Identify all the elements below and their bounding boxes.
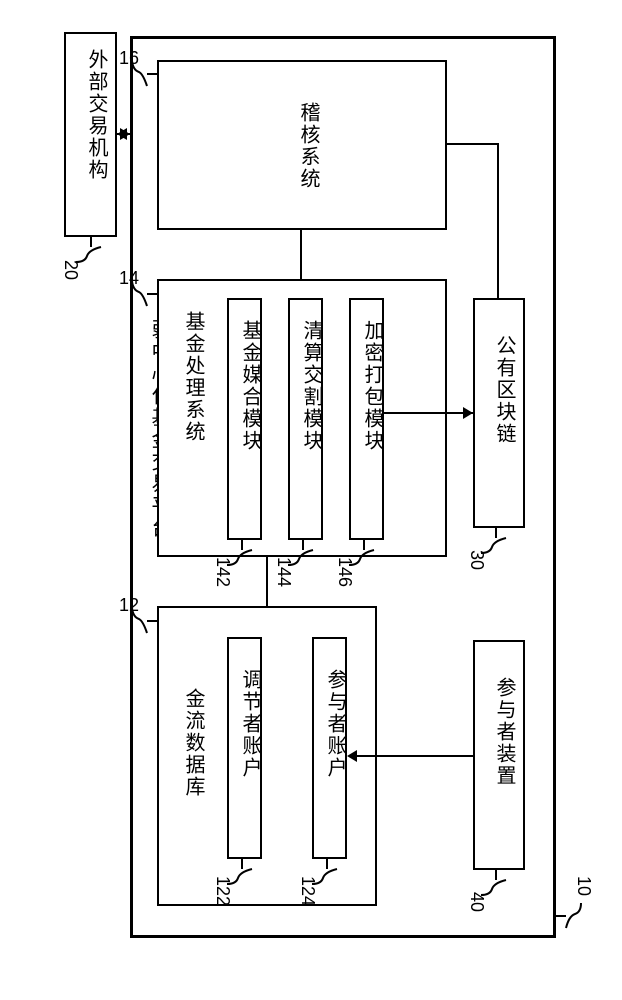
num-142: 142 <box>212 557 233 587</box>
external-org-box: 外部交易机构 <box>64 32 117 237</box>
num-16: 16 <box>119 48 139 69</box>
num-122: 122 <box>212 876 233 906</box>
encrypt-mod-label: 加密打包模块 <box>358 320 387 452</box>
encrypt-mod-box: 加密打包模块 <box>349 298 384 540</box>
external-org-label: 外部交易机构 <box>82 49 111 181</box>
match-mod-label: 基金媒合模块 <box>236 320 265 452</box>
regulator-acct-label: 调节者账户 <box>236 669 265 779</box>
participant-dev-label: 参与者装置 <box>490 677 519 787</box>
clearing-mod-box: 清算交割模块 <box>288 298 323 540</box>
participant-dev-box: 参与者装置 <box>473 640 525 870</box>
num-30: 30 <box>466 550 487 570</box>
edge-audit-chain-v <box>497 143 499 298</box>
num-20: 20 <box>60 260 81 280</box>
edge-dev-acct <box>357 755 473 757</box>
audit-sys-label: 稽核系统 <box>294 102 323 190</box>
edge-encrypt-chain2 <box>447 412 473 414</box>
edge-audit-chain-h <box>447 143 499 145</box>
num-12: 12 <box>119 595 139 616</box>
participant-acct-label: 参与者账户 <box>321 669 350 779</box>
regulator-acct-box: 调节者账户 <box>227 637 262 859</box>
num-144: 144 <box>273 557 294 587</box>
edge-db-proc <box>266 557 268 606</box>
num-10: 10 <box>573 876 594 896</box>
num-40: 40 <box>466 892 487 912</box>
blockchain-box: 公有区块链 <box>473 298 525 528</box>
blockchain-label: 公有区块链 <box>490 335 519 445</box>
match-mod-box: 基金媒合模块 <box>227 298 262 540</box>
clearing-mod-label: 清算交割模块 <box>297 320 326 452</box>
audit-sys-box: 稽核系统 <box>157 60 447 230</box>
num-124: 124 <box>297 876 318 906</box>
edge-proc-audit <box>300 230 302 279</box>
arrow-dev-acct <box>347 750 357 762</box>
participant-acct-box: 参与者账户 <box>312 637 347 859</box>
fund-proc-label: 基金处理系统 <box>179 311 208 443</box>
cashflow-db-label: 金流数据库 <box>179 688 208 798</box>
num-146: 146 <box>334 557 355 587</box>
curve-10 <box>565 902 583 930</box>
num-14: 14 <box>119 268 139 289</box>
arrow-right-platform <box>120 128 130 140</box>
